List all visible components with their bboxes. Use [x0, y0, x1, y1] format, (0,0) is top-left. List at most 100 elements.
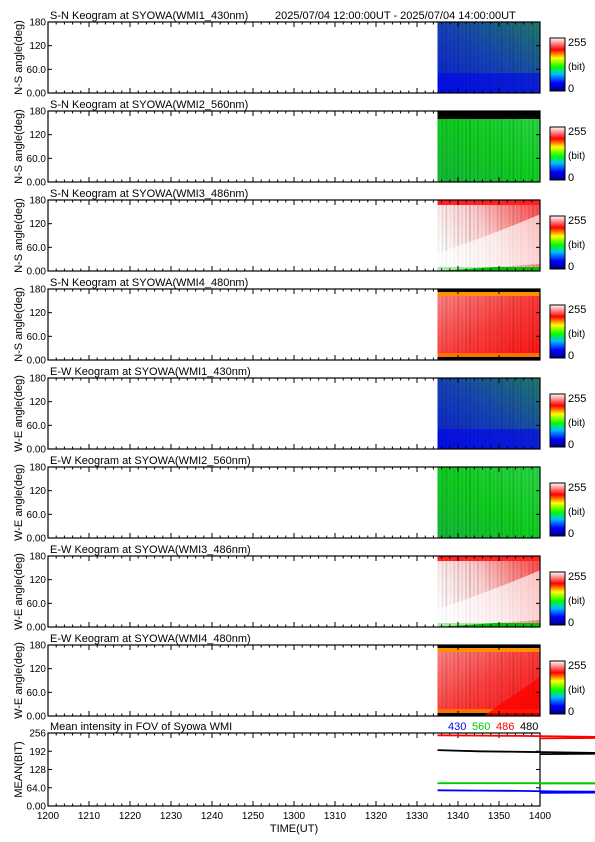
y-tick-label: 180 [29, 18, 46, 29]
y-tick-label: 60.0 [27, 65, 47, 76]
series-line-486 [437, 734, 595, 740]
y-tick-label: 120 [29, 664, 46, 675]
colorbar-max-label: 255 [568, 660, 586, 672]
colorbar [549, 571, 566, 626]
colorbar-max-label: 255 [568, 37, 586, 49]
keogram-streak [536, 111, 539, 182]
y-tick-label: 64.0 [27, 783, 47, 794]
keogram-streak [465, 111, 468, 182]
keogram-streak [453, 289, 456, 360]
keogram-streak [461, 467, 464, 538]
keogram-streak [496, 378, 499, 449]
y-tick-label: 0.00 [27, 267, 47, 278]
keogram-streak [453, 22, 456, 93]
keogram-streak [532, 467, 535, 538]
keogram-streak [528, 645, 531, 716]
keogram-streak [484, 378, 487, 449]
keogram-streak [441, 111, 444, 182]
keogram-streak [441, 378, 444, 449]
colorbar [549, 304, 566, 359]
y-tick-label: 0.00 [27, 89, 47, 100]
keogram-streak [488, 22, 491, 93]
y-tick-label: 60.0 [27, 510, 47, 521]
keogram-streak [504, 289, 507, 360]
y-axis-label: W-E angle(deg) [13, 464, 25, 541]
keogram-streak [488, 378, 491, 449]
y-tick-label: 60.0 [27, 243, 47, 254]
colorbar [549, 660, 566, 715]
y-tick-label: 0.00 [27, 178, 47, 189]
keogram-streak [536, 378, 539, 449]
y-tick-label: 180 [29, 641, 46, 652]
colorbar-min-label: 0 [568, 439, 574, 451]
keogram-streak [469, 645, 472, 716]
x-tick-label: 1240 [201, 811, 224, 822]
keogram-streak [528, 289, 531, 360]
keogram-streak [476, 22, 479, 93]
keogram-streak [488, 467, 491, 538]
keogram-streak [465, 289, 468, 360]
keogram-band [437, 648, 540, 652]
keogram-streak [512, 111, 515, 182]
keogram-streak [480, 556, 483, 627]
keogram-streak [449, 467, 452, 538]
keogram-streak [520, 289, 523, 360]
keogram-streak [488, 289, 491, 360]
colorbar-max-label: 255 [568, 126, 586, 138]
keogram-streak [504, 467, 507, 538]
keogram-streak [524, 111, 527, 182]
keogram-streak [437, 556, 440, 627]
keogram-streak [492, 289, 495, 360]
colorbar-min-label: 0 [568, 528, 574, 540]
keogram-streak [472, 467, 475, 538]
keogram-streak [520, 22, 523, 93]
keogram-streak [508, 467, 511, 538]
keogram-band [483, 676, 540, 716]
keogram-streak [528, 22, 531, 93]
keogram-streak [437, 378, 440, 449]
keogram-streak [437, 645, 440, 716]
colorbar [549, 215, 566, 270]
keogram-streak [536, 289, 539, 360]
colorbar [549, 126, 566, 181]
keogram-streak [457, 467, 460, 538]
legend-label-430: 430 [448, 721, 466, 733]
keogram-streak [504, 22, 507, 93]
y-axis-label: W-E angle(deg) [13, 375, 25, 452]
keogram-streak [516, 645, 519, 716]
keogram-streak [457, 378, 460, 449]
keogram-streak [441, 200, 444, 271]
panel-title: E-W Keogram at SYOWA(WMI2_560nm) [50, 455, 251, 467]
colorbar [549, 393, 566, 448]
y-tick-label: 0.00 [27, 623, 47, 634]
keogram-streak [457, 200, 460, 271]
keogram-band [437, 623, 540, 627]
y-tick-label: 120 [29, 41, 46, 52]
keogram-streak [449, 111, 452, 182]
colorbar [549, 482, 566, 537]
keogram-streak [453, 111, 456, 182]
panel-title: S-N Keogram at SYOWA(WMI4_480nm) [50, 277, 248, 289]
y-tick-label: 0.00 [27, 534, 47, 545]
keogram-streak [524, 378, 527, 449]
y-tick-label: 0.00 [27, 356, 47, 367]
panel-title: Mean intensity in FOV of Syowa WMI [50, 721, 232, 733]
x-tick-label: 1220 [119, 811, 142, 822]
keogram-streak [492, 378, 495, 449]
keogram-streak [453, 645, 456, 716]
keogram-streak [472, 22, 475, 93]
keogram-streak [532, 378, 535, 449]
keogram-streak [480, 200, 483, 271]
keogram-band [437, 357, 540, 360]
colorbar-max-label: 255 [568, 304, 586, 316]
panel-title: E-W Keogram at SYOWA(WMI3_486nm) [50, 544, 251, 556]
x-tick-label: 1230 [160, 811, 183, 822]
colorbar-unit-label: (bit) [568, 418, 585, 429]
colorbar-unit-label: (bit) [568, 507, 585, 518]
keogram-streak [476, 645, 479, 716]
keogram-streak [524, 645, 527, 716]
keogram-streak [532, 289, 535, 360]
keogram-streak [512, 645, 515, 716]
x-tick-label: 1350 [488, 811, 511, 822]
y-tick-label: 180 [29, 285, 46, 296]
